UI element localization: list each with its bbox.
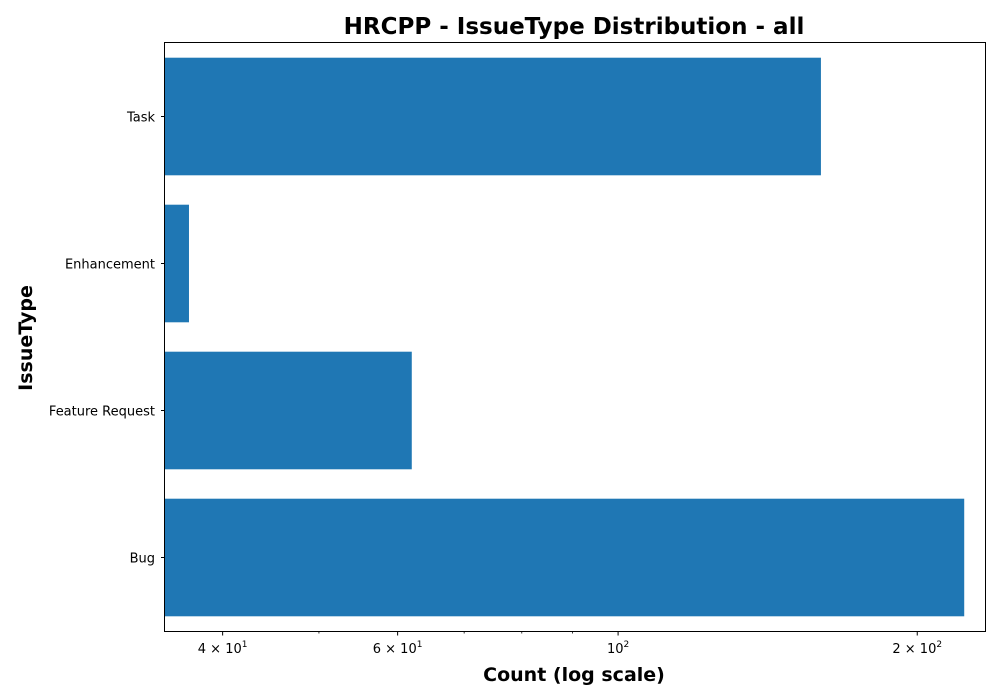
chart-title: HRCPP - IssueType Distribution - all	[344, 14, 805, 40]
y-tick-label: Feature Request	[49, 405, 155, 420]
bar-enhancement	[165, 204, 189, 323]
y-tick-label: Bug	[130, 552, 155, 567]
x-tick-label: 4 × 101	[198, 640, 248, 657]
bar-task	[165, 57, 821, 176]
x-axis-label: Count (log scale)	[483, 664, 665, 686]
x-tick-label: 6 × 101	[373, 640, 423, 657]
plot-frame	[164, 42, 986, 632]
bar-bug	[165, 498, 965, 617]
y-axis-ticks: Bug Feature Request Enhancement Task	[49, 111, 165, 567]
bar-feature-request	[165, 351, 412, 470]
y-axis-label: IssueType	[15, 285, 37, 391]
x-tick-label: 2 × 102	[892, 640, 942, 657]
x-axis-ticks: 4 × 101 6 × 101 102 2 × 102	[198, 631, 942, 657]
bars-group	[165, 57, 965, 617]
y-tick-label: Enhancement	[65, 258, 155, 273]
x-tick-label: 102	[607, 640, 629, 657]
y-tick-label: Task	[126, 111, 156, 126]
